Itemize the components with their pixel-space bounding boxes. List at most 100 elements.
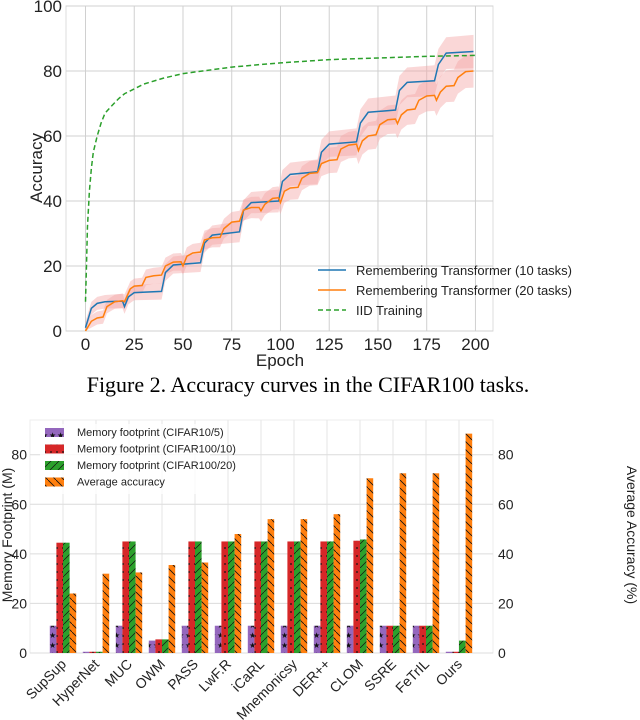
legend-label: Memory footprint (CIFAR100/20): [77, 460, 236, 472]
bar-fetril: [419, 625, 426, 653]
bar-ours: [465, 433, 473, 653]
series-lines: [84, 50, 476, 332]
x-tick-label: LwF.R: [195, 656, 234, 695]
x-tick-label: PASS: [164, 656, 201, 693]
figure-caption: Figure 2. Accuracy curves in the CIFAR10…: [87, 372, 530, 397]
x-tick-label: 125: [315, 335, 343, 354]
bar-ours: [445, 651, 453, 653]
legend-label: Average accuracy: [77, 477, 165, 489]
bar-hypernet: [102, 573, 110, 653]
x-tick-label: 75: [222, 335, 241, 354]
y-tick-label-left: 80: [11, 447, 27, 463]
bar-ours: [459, 640, 466, 653]
series-line: [84, 70, 474, 332]
x-tick-label: 50: [174, 335, 193, 354]
legend-swatch: [45, 461, 64, 470]
x-tick-label: 150: [364, 335, 392, 354]
bar-supsup: [56, 542, 63, 653]
x-tick-label: CLOM: [326, 656, 366, 696]
x-tick-label: 100: [266, 335, 294, 354]
legend: Remembering Transformer (10 tasks) Rememb…: [318, 263, 572, 318]
x-tick-label: 200: [461, 335, 489, 354]
bar-icarl: [247, 625, 255, 653]
y-tick-label-right: 0: [498, 645, 506, 661]
y-tick-label: 20: [43, 257, 62, 276]
confidence-band: [85, 34, 474, 332]
bar-hypernet: [82, 651, 90, 653]
bar-fetril: [412, 625, 420, 653]
y-tick-label-right: 60: [498, 496, 514, 512]
y-tick-label: 0: [53, 322, 62, 341]
bar-mnemonicsy: [300, 519, 308, 653]
bar-hypernet: [89, 651, 96, 653]
bar-lwf-r: [221, 541, 228, 653]
bar-der-: [320, 541, 327, 653]
y-tick-label-right: 40: [498, 546, 514, 562]
legend-label: Remembering Transformer (20 tasks): [356, 283, 572, 298]
x-axis-label: Epoch: [256, 351, 304, 370]
bar-muc: [115, 625, 123, 653]
y-tick-label-left: 40: [11, 546, 27, 562]
legend-label: Remembering Transformer (10 tasks): [356, 263, 572, 278]
x-tick-label: 175: [413, 335, 441, 354]
bar-icarl: [267, 519, 275, 653]
bar-pass: [201, 562, 209, 653]
bar-mnemonicsy: [280, 625, 288, 653]
x-tick-label: 0: [81, 335, 90, 354]
bar-supsup: [69, 593, 77, 653]
bar-muc: [129, 541, 136, 653]
legend-label: IID Training: [356, 303, 422, 318]
bar-muc: [122, 541, 129, 653]
bar-lwf-r: [234, 534, 242, 653]
x-tick-label: MUC: [101, 656, 135, 690]
bar-ssre: [379, 625, 387, 653]
x-tick-label: OWM: [132, 656, 169, 693]
bar-pass: [195, 541, 202, 653]
bar-der-: [313, 625, 321, 653]
bar-fetril: [432, 473, 440, 653]
bars: [49, 433, 473, 653]
y-tick-label-right: 80: [498, 447, 514, 463]
plot-area: [65, 5, 494, 332]
bar-lwf-r: [228, 541, 235, 653]
y-tick-label-right: 20: [498, 595, 514, 611]
bar-owm: [162, 639, 169, 653]
accuracy-line-chart: 0 25 50 75 100 125 150 175 200 0 20 40 60 80 100 Epoch…: [27, 0, 572, 370]
bar-pass: [181, 625, 189, 653]
legend-box: [40, 424, 210, 494]
x-tick-label: FeTrIL: [392, 656, 432, 696]
y-tick-label-left: 0: [19, 645, 27, 661]
series-line: [84, 50, 474, 328]
bar-pass: [188, 541, 195, 653]
bar-der-: [333, 514, 341, 653]
y-tick-label: 40: [43, 192, 62, 211]
bar-supsup: [49, 625, 57, 653]
grid: [65, 5, 494, 332]
bar-der-: [327, 541, 334, 653]
x-tick-label: 25: [125, 335, 144, 354]
bar-clom: [346, 625, 354, 653]
legend-label: Memory footprint (CIFAR100/10): [77, 444, 236, 456]
bar-ssre: [386, 625, 393, 653]
bar-clom: [366, 478, 374, 653]
bar-icarl: [254, 541, 261, 653]
y-tick-label: 60: [43, 127, 62, 146]
legend-swatch: [45, 428, 64, 437]
bar-owm: [168, 565, 176, 653]
bar-icarl: [261, 541, 268, 653]
legend-label: Memory footprint (CIFAR10/5): [77, 427, 224, 439]
tick-labels: 0 25 50 75 100 125 150 175 200 0 20 40 60 80 100: [34, 0, 490, 354]
bar-owm: [148, 640, 156, 653]
legend-swatch: [45, 444, 64, 454]
series-line: [84, 54, 476, 302]
bar-ssre: [399, 473, 407, 653]
y-axis-label-left: Memory Footprint (M): [0, 468, 15, 603]
legend-swatch: [45, 477, 64, 487]
bar-lwf-r: [214, 625, 222, 653]
bar-mnemonicsy: [287, 541, 294, 653]
y-tick-label-left: 20: [11, 595, 27, 611]
bar-fetril: [426, 625, 433, 653]
bar-ssre: [393, 625, 400, 653]
